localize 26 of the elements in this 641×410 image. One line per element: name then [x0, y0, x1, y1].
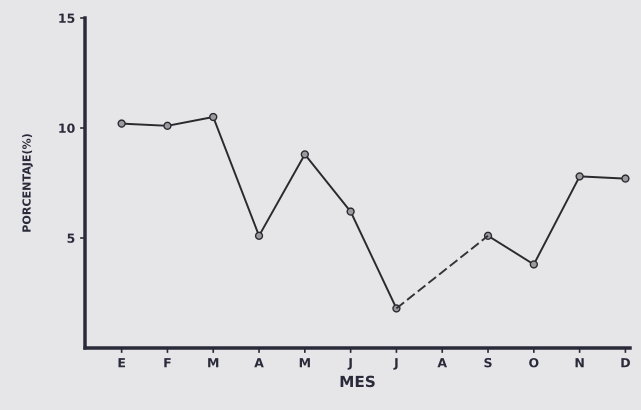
y-tick-label: 5 [68, 234, 74, 243]
x-tick-label: D [621, 358, 630, 368]
x-tick-label: M [300, 358, 310, 368]
x-axis-title: MES [340, 376, 375, 388]
x-tick-label: J [348, 358, 352, 370]
point [254, 232, 264, 240]
x-tick-label: E [118, 358, 125, 368]
point [346, 207, 355, 216]
point [530, 260, 538, 269]
x-tick-label: A [254, 358, 264, 368]
x-tick-label: N [576, 358, 584, 368]
x-tick-label: J [393, 358, 398, 370]
x-tick-label: A [437, 358, 448, 368]
x-tick-label: M [208, 358, 218, 368]
point [621, 174, 630, 183]
x-tick-label: F [164, 358, 171, 368]
y-axis-title: PORCENTAJE(%) [22, 134, 33, 232]
point [209, 112, 218, 122]
x-tick-label: S [484, 358, 492, 368]
point [117, 119, 126, 128]
y-tick-label: 15 [59, 14, 74, 23]
point [575, 172, 584, 181]
x-tick-label: O [529, 358, 539, 368]
point [163, 122, 172, 130]
y-tick-label: 10 [59, 123, 75, 133]
point [300, 150, 309, 159]
